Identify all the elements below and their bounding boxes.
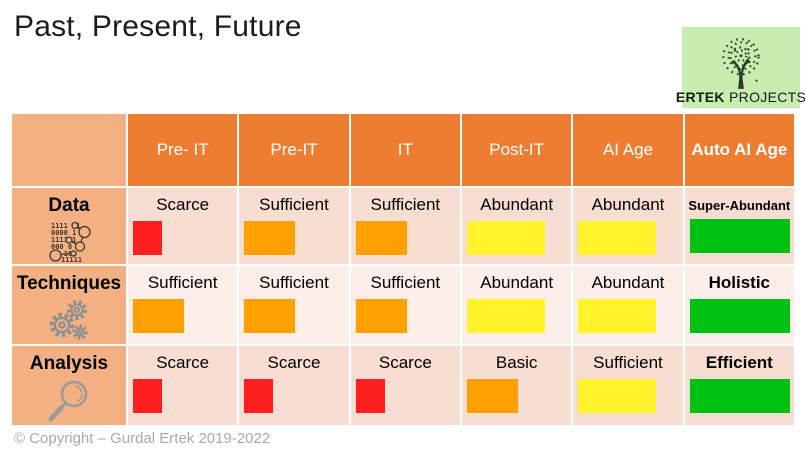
cell-analysis-it: Scarce [350, 346, 460, 425]
level-bar [355, 299, 407, 333]
level-bar [466, 221, 545, 255]
cell-techniques-post-it: Abundant [461, 266, 572, 344]
level-bar [689, 379, 790, 413]
cell-techniques-pre-it-1: Sufficient [128, 266, 238, 344]
svg-text:0000 1: 0000 1 [51, 229, 76, 237]
level-bar [244, 379, 274, 413]
binary-data-icon: 1111 11 0000 1 111111 000 0 1 11 101 111… [49, 221, 91, 262]
svg-text:11111: 11111 [61, 256, 82, 262]
cell-value: Scarce [156, 353, 210, 372]
column-header-pre-it-1: Pre- IT [128, 114, 238, 186]
level-bar [355, 221, 407, 255]
table-row-analysis: Analysis Scarce [12, 346, 794, 425]
cell-value: Abundant [591, 273, 665, 292]
level-bar [466, 299, 545, 333]
column-header-it: IT [350, 114, 460, 186]
cell-value: Scarce [267, 353, 321, 372]
table-row-techniques: Techniques [12, 266, 794, 344]
cell-value: Scarce [378, 353, 432, 372]
maturity-table-wrap: Pre- IT Pre-IT IT Post-IT AI Age Auto AI… [10, 112, 796, 427]
header-row: Pre- IT Pre-IT IT Post-IT AI Age Auto AI… [12, 114, 794, 186]
level-bar [133, 221, 162, 255]
cell-data-auto-ai-age: Super-Abundant [684, 188, 794, 264]
column-header-auto-ai-age: Auto AI Age [684, 114, 794, 186]
cell-value: Basic [495, 353, 538, 372]
copyright-text: © Copyright – Gurdal Ertek 2019-2022 [14, 430, 271, 447]
cell-techniques-ai-age: Abundant [573, 266, 683, 344]
level-bar [355, 379, 385, 413]
row-label: Techniques [16, 273, 122, 294]
level-bar [244, 299, 296, 333]
cell-value: Efficient [705, 353, 773, 372]
logo-text: ERTEK PROJECTS [676, 89, 806, 105]
column-header-pre-it-2: Pre-IT [239, 114, 349, 186]
level-bar [578, 379, 657, 413]
level-bar [578, 221, 657, 255]
svg-text:1111 11: 1111 11 [51, 222, 81, 230]
level-bar [133, 299, 184, 333]
column-header-post-it: Post-IT [461, 114, 572, 186]
cell-analysis-pre-it-1: Scarce [128, 346, 238, 425]
level-bar [133, 379, 162, 413]
cell-techniques-pre-it-2: Sufficient [239, 266, 349, 344]
cell-data-it: Sufficient [350, 188, 460, 264]
cell-value: Sufficient [259, 273, 329, 292]
cell-analysis-pre-it-2: Scarce [239, 346, 349, 425]
level-bar [244, 221, 296, 255]
past-present-future-table: Pre- IT Pre-IT IT Post-IT AI Age Auto AI… [10, 112, 796, 427]
cell-value: Abundant [480, 195, 554, 214]
row-header-analysis: Analysis [12, 346, 126, 425]
cell-value: Scarce [156, 195, 210, 214]
cell-data-ai-age: Abundant [573, 188, 683, 264]
logo: ERTEK PROJECTS [676, 27, 806, 108]
cell-data-pre-it-2: Sufficient [239, 188, 349, 264]
row-header-data: Data 1111 11 0000 1 111111 000 0 1 11 10… [12, 188, 126, 264]
level-bar [466, 379, 518, 413]
cell-techniques-auto-ai-age: Holistic [684, 266, 794, 344]
level-bar [689, 219, 790, 253]
cell-value: Abundant [591, 195, 665, 214]
page-title: Past, Present, Future [14, 10, 302, 43]
cell-value: Holistic [708, 273, 771, 292]
gears-icon [49, 300, 88, 340]
cell-value: Abundant [480, 273, 554, 292]
cell-value: Sufficient [370, 273, 441, 292]
row-label: Data [48, 195, 90, 216]
logo-brand-bold: ERTEK [675, 89, 725, 105]
cell-techniques-it: Sufficient [350, 266, 460, 344]
cell-analysis-ai-age: Sufficient [573, 346, 683, 425]
corner-cell [12, 114, 126, 186]
svg-text:000 0 1: 000 0 1 [51, 243, 81, 251]
cell-value: Sufficient [593, 353, 663, 372]
logo-brand-regular: PROJECTS [729, 89, 806, 105]
cell-value: Super-Abundant [688, 198, 791, 213]
row-header-techniques: Techniques [12, 266, 126, 344]
cell-value: Sufficient [370, 195, 441, 214]
tree-icon [722, 38, 760, 89]
column-header-ai-age: AI Age [573, 114, 683, 186]
cell-value: Sufficient [259, 195, 329, 214]
magnifier-icon [48, 380, 88, 422]
cell-value: Sufficient [147, 273, 218, 292]
level-bar [689, 299, 790, 333]
level-bar [578, 299, 657, 333]
cell-data-post-it: Abundant [461, 188, 572, 264]
cell-analysis-auto-ai-age: Efficient [684, 346, 794, 425]
cell-analysis-post-it: Basic [461, 346, 572, 425]
cell-data-pre-it-1: Scarce [128, 188, 238, 264]
row-label: Analysis [29, 353, 109, 374]
table-row-data: Data 1111 11 0000 1 111111 000 0 1 11 10… [12, 188, 794, 264]
svg-text:111111: 111111 [51, 236, 76, 244]
